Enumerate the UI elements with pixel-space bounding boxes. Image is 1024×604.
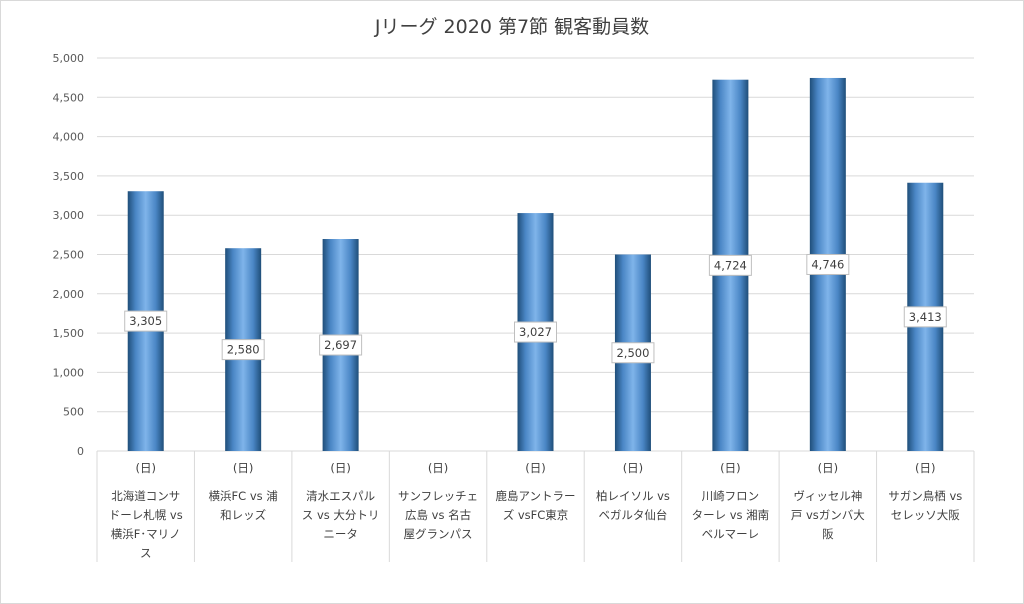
data-label-box bbox=[903, 306, 947, 328]
y-tick-label: 3,500 bbox=[53, 170, 85, 183]
category-label: ベルマーレ bbox=[702, 527, 760, 541]
data-label: 4,746 bbox=[811, 257, 844, 271]
category-label: 屋グランパス bbox=[404, 527, 473, 541]
category-label: サンフレッチェ bbox=[398, 489, 478, 503]
data-label-box bbox=[611, 342, 655, 364]
category-day-label: (日) bbox=[818, 461, 838, 475]
category-day-label: (日) bbox=[525, 461, 545, 475]
y-tick-label: 2,000 bbox=[53, 288, 85, 301]
category-day-label: (日) bbox=[915, 461, 935, 475]
category-day-label: (日) bbox=[428, 461, 448, 475]
data-label: 3,027 bbox=[519, 325, 552, 339]
category-label: ス bbox=[140, 546, 152, 560]
category-label: ス vs 大分トリ bbox=[302, 508, 380, 522]
category-label: 和レッズ bbox=[220, 508, 266, 522]
category-label: 清水エスパル bbox=[306, 489, 375, 503]
category-label: ベガルタ仙台 bbox=[598, 508, 667, 522]
data-label-box bbox=[514, 321, 557, 343]
category-day-label: (日) bbox=[233, 461, 253, 475]
data-label: 3,413 bbox=[909, 310, 942, 324]
category-label: 戸 vsガンバ大 bbox=[791, 508, 865, 522]
category-label: 広島 vs 名古 bbox=[405, 508, 471, 522]
chart-title: Jリーグ 2020 第7節 観客動員数 bbox=[374, 16, 650, 38]
y-tick-label: 500 bbox=[63, 406, 84, 419]
y-tick-label: 3,000 bbox=[53, 209, 85, 222]
category-label: サガン鳥栖 vs bbox=[888, 489, 962, 503]
data-label: 2,580 bbox=[227, 343, 260, 357]
category-day-label: (日) bbox=[623, 461, 643, 475]
data-label: 4,724 bbox=[714, 258, 747, 272]
category-label: 阪 bbox=[822, 527, 834, 541]
category-label: ターレ vs 湘南 bbox=[692, 508, 770, 522]
y-tick-label: 2,500 bbox=[53, 249, 85, 262]
category-label: 横浜FC vs 浦 bbox=[209, 489, 278, 503]
data-label: 3,305 bbox=[129, 314, 162, 328]
category-label: ドーレ札幌 vs bbox=[109, 508, 183, 522]
y-tick-label: 0 bbox=[77, 445, 84, 458]
category-day-label: (日) bbox=[720, 461, 740, 475]
category-label: 北海道コンサ bbox=[111, 489, 180, 503]
category-label: 横浜F･マリノ bbox=[111, 527, 181, 541]
y-tick-label: 1,500 bbox=[53, 327, 85, 340]
data-label-box bbox=[221, 339, 265, 361]
y-tick-label: 1,000 bbox=[53, 366, 85, 379]
category-label: 鹿島アントラー bbox=[495, 489, 575, 503]
category-label: ニータ bbox=[323, 527, 358, 541]
data-label-box bbox=[708, 254, 752, 276]
data-label-box bbox=[806, 253, 850, 275]
category-label: 柏レイソル vs bbox=[596, 489, 670, 503]
y-tick-label: 5,000 bbox=[53, 52, 85, 65]
y-tick-label: 4,000 bbox=[53, 131, 85, 144]
data-label: 2,500 bbox=[616, 346, 649, 360]
category-label: ズ vsFC東京 bbox=[503, 508, 569, 522]
data-label-box bbox=[124, 310, 168, 332]
category-label: ヴィッセル神 bbox=[793, 489, 862, 503]
category-label: セレッソ大阪 bbox=[891, 508, 960, 522]
data-label-box bbox=[319, 334, 363, 356]
category-day-label: (日) bbox=[330, 461, 350, 475]
data-labels: 3,305 2,580 2,697 3,027 2,500 4,724 4,746 3,413 bbox=[124, 253, 947, 364]
y-tick-label: 4,500 bbox=[53, 91, 85, 104]
y-axis: 0 500 1,000 1,500 2,000 2,500 3,000 3,500 4,000 4… bbox=[53, 52, 85, 458]
category-label: 川崎フロン bbox=[702, 489, 760, 503]
data-label: 2,697 bbox=[324, 338, 357, 352]
category-day-label: (日) bbox=[135, 461, 155, 475]
